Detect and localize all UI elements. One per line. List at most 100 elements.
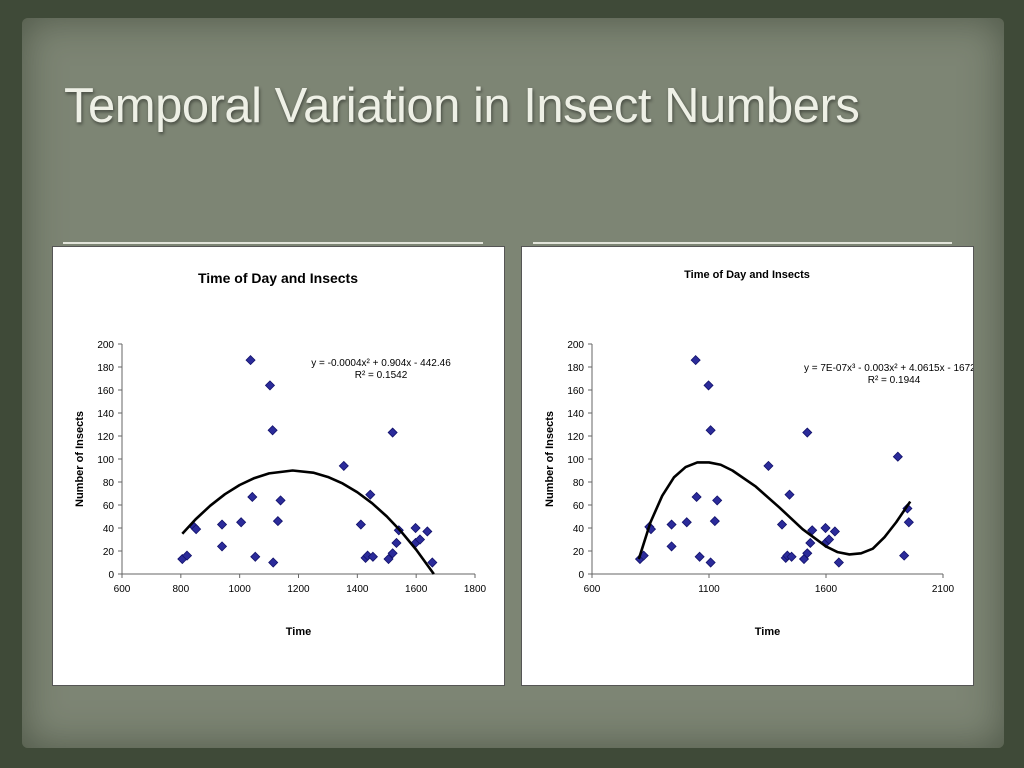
data-point — [786, 551, 797, 562]
y-tick-label: 20 — [573, 547, 585, 558]
trendline-r2: R² = 0.1944 — [868, 375, 921, 386]
y-tick-label: 100 — [97, 455, 114, 466]
data-point — [387, 427, 398, 438]
data-point — [820, 522, 831, 534]
data-point — [712, 495, 723, 506]
data-point — [705, 557, 716, 568]
data-point — [264, 380, 276, 391]
y-tick-label: 0 — [108, 570, 114, 581]
data-point — [903, 517, 914, 528]
y-tick-label: 160 — [97, 386, 114, 397]
data-point — [823, 534, 835, 545]
y-tick-label: 140 — [97, 409, 114, 420]
y-axis-label: Number of Insects — [544, 411, 556, 507]
x-tick-label: 1400 — [346, 584, 369, 595]
data-point — [681, 517, 692, 528]
chart-right: Time of Day and Insects 600 1100 1600 2100 0 2… — [521, 246, 984, 686]
y-axis-label: Number of Insects — [74, 411, 86, 507]
data-point — [367, 551, 378, 562]
data-point — [391, 537, 402, 549]
data-point — [275, 495, 286, 506]
y-tick-label: 120 — [97, 432, 114, 443]
x-tick-label: 1600 — [815, 584, 838, 595]
y-tick-label: 0 — [578, 570, 584, 581]
data-point — [338, 460, 349, 471]
data-point — [776, 519, 788, 530]
data-point — [216, 519, 228, 530]
data-point — [181, 550, 193, 561]
x-tick-label: 2100 — [932, 584, 955, 595]
x-tick-label: 1800 — [464, 584, 487, 595]
slide-title: Temporal Variation in Insect Numbers — [64, 79, 860, 133]
data-point — [414, 534, 426, 545]
x-axis-label: Time — [755, 626, 780, 638]
x-tick-label: 800 — [172, 584, 189, 595]
data-point — [666, 519, 677, 530]
chart-title: Time of Day and Insects — [198, 270, 358, 286]
data-point — [247, 491, 258, 503]
data-point — [268, 557, 279, 568]
data-point — [387, 548, 398, 559]
trendline-r2: R² = 0.1542 — [355, 370, 408, 381]
data-point — [802, 548, 813, 559]
data-point — [690, 355, 701, 366]
data-point — [272, 516, 283, 527]
chart-right-svg: Time of Day and Insects 600 1100 1600 2100 0 2… — [544, 269, 984, 638]
data-point — [784, 489, 795, 500]
divider-left — [63, 242, 483, 244]
y-tick-label: 200 — [567, 340, 584, 351]
data-point — [899, 550, 910, 561]
trendline — [637, 461, 912, 560]
y-tick-label: 60 — [103, 501, 115, 512]
data-point — [267, 425, 278, 436]
divider-right — [533, 242, 952, 244]
y-tick-label: 100 — [567, 455, 584, 466]
y-tick-label: 80 — [103, 478, 115, 489]
data-point — [216, 541, 228, 552]
y-tick-label: 20 — [103, 547, 115, 558]
y-tick-label: 200 — [97, 340, 114, 351]
y-tick-label: 40 — [573, 524, 585, 535]
data-point — [355, 519, 366, 530]
y-tick-label: 160 — [567, 386, 584, 397]
y-tick-label: 180 — [97, 363, 114, 374]
data-point — [691, 491, 702, 503]
y-tick-label: 80 — [573, 478, 585, 489]
data-point — [191, 524, 202, 535]
chart-left: Time of Day and Insects 600 800 1000 1200 140… — [52, 246, 505, 686]
data-point — [694, 551, 705, 562]
trendline-equation: y = 7E-07x³ - 0.003x² + 4.0615x - 1672.1 — [804, 363, 973, 374]
data-point — [410, 522, 421, 534]
data-point — [236, 517, 247, 528]
data-point — [705, 425, 716, 436]
x-tick-label: 1100 — [698, 584, 720, 595]
y-tick-label: 60 — [573, 501, 585, 512]
trendline-equation: y = -0.0004x² + 0.904x - 442.46 — [311, 358, 451, 369]
data-point — [805, 537, 816, 549]
y-tick-label: 40 — [103, 524, 115, 535]
data-point — [709, 516, 720, 527]
y-tick-label: 140 — [567, 409, 584, 420]
data-point — [703, 380, 714, 391]
data-point — [666, 541, 677, 552]
x-tick-label: 1600 — [405, 584, 428, 595]
data-point — [427, 557, 438, 568]
y-tick-label: 120 — [567, 432, 584, 443]
data-point — [892, 451, 903, 462]
data-point — [422, 526, 433, 537]
data-point — [365, 489, 376, 500]
x-tick-label: 1200 — [287, 584, 310, 595]
trendline — [181, 469, 435, 575]
data-point — [245, 355, 256, 366]
data-point — [802, 427, 813, 438]
data-point — [763, 460, 774, 471]
chart-title: Time of Day and Insects — [684, 269, 810, 281]
x-tick-label: 600 — [584, 584, 601, 595]
x-tick-label: 1000 — [229, 584, 252, 595]
x-tick-label: 600 — [114, 584, 131, 595]
x-axis-label: Time — [286, 626, 311, 638]
data-point — [829, 526, 840, 537]
data-point — [833, 557, 844, 568]
data-point — [250, 551, 261, 562]
